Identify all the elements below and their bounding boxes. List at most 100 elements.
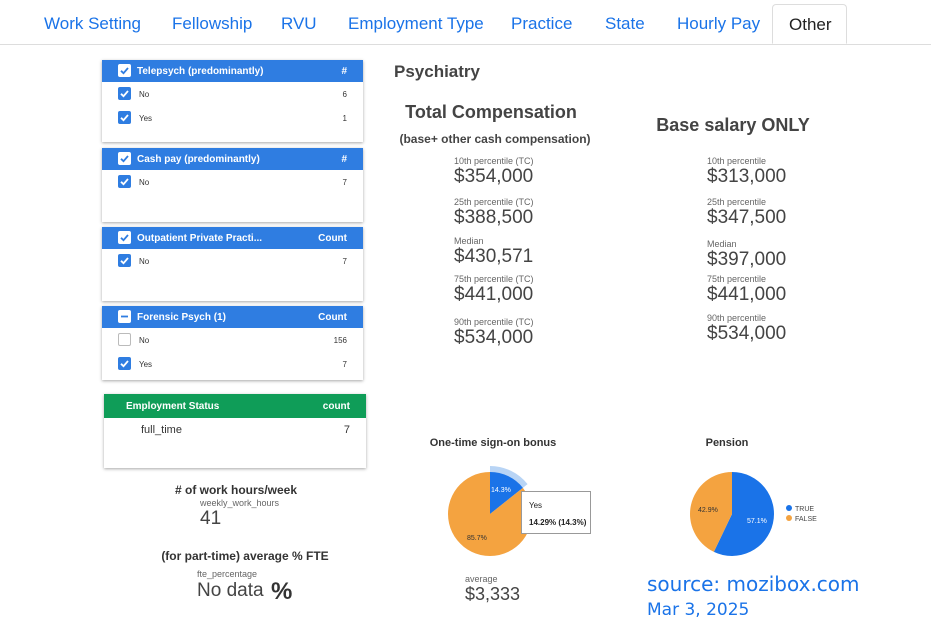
fte-title: (for part-time) average % FTE [161, 549, 329, 563]
fte-unit: % [271, 578, 293, 605]
base-salary-title: Base salary ONLY [656, 115, 810, 135]
bs-p25-label: 25th percentile [707, 197, 767, 207]
filter-title: Outpatient Private Practi... [137, 233, 263, 244]
pension-pie-chart: 57.1% 42.9% TRUE FALSE [690, 472, 817, 556]
row-count: 7 [342, 178, 347, 187]
select-all-checkbox[interactable] [118, 310, 131, 323]
signon-avg-label: average [465, 574, 498, 584]
checkbox[interactable] [118, 111, 131, 124]
tc-p25-value: $388,500 [454, 207, 534, 228]
tab-hourly-pay[interactable]: Hourly Pay [677, 14, 761, 33]
signon-pie-chart: 14.3% 85.7% [448, 466, 532, 556]
tab-other[interactable]: Other [772, 4, 847, 44]
filter-row[interactable]: Yes 1 [102, 106, 363, 130]
tab-rvu[interactable]: RVU [281, 14, 317, 33]
tc-p75-label: 75th percentile (TC) [454, 274, 534, 284]
checkbox[interactable] [118, 87, 131, 100]
tab-fellowship[interactable]: Fellowship [172, 14, 253, 33]
filter-header[interactable]: Forensic Psych (1) Count [102, 306, 363, 328]
specialty-title: Psychiatry [394, 62, 480, 81]
filter-forensic-psych: Forensic Psych (1) Count No 156 Yes 7 [102, 306, 363, 380]
pie-slice-no[interactable] [448, 472, 532, 556]
checkbox[interactable] [118, 254, 131, 267]
tc-p90-value: $534,000 [454, 327, 534, 348]
table-header[interactable]: Employment Status count [104, 394, 366, 418]
checkbox[interactable] [118, 175, 131, 188]
count-header: Count [318, 312, 347, 323]
signon-avg-value: $3,333 [465, 584, 521, 604]
tab-employment-type[interactable]: Employment Type [348, 14, 484, 33]
filter-header[interactable]: Cash pay (predominantly) # [102, 148, 363, 170]
tc-p75-value: $441,000 [454, 284, 534, 305]
legend-false-label: FALSE [795, 516, 817, 523]
tab-work-setting[interactable]: Work Setting [44, 14, 142, 33]
filter-title: Cash pay (predominantly) [137, 154, 260, 165]
pie-slice-false[interactable] [690, 472, 732, 552]
tab-practice[interactable]: Practice [511, 14, 573, 33]
column-header-count[interactable]: count [322, 401, 350, 412]
row-count: 1 [342, 114, 347, 123]
count-header: # [341, 66, 347, 77]
tc-median-value: $430,571 [454, 246, 534, 267]
fte-field: fte_percentage [197, 569, 258, 579]
source-date: Mar 3, 2025 [647, 600, 750, 620]
tc-p25-label: 25th percentile (TC) [454, 197, 534, 207]
tab-state[interactable]: State [605, 14, 645, 33]
filter-row[interactable]: Yes 7 [102, 352, 363, 376]
bs-median-value: $397,000 [707, 249, 787, 270]
fte-value: No data [197, 580, 264, 601]
pension-title: Pension [705, 437, 749, 449]
checkbox[interactable] [118, 357, 131, 370]
work-hours-value: 41 [200, 508, 222, 529]
row-label: No [139, 90, 150, 99]
select-all-checkbox[interactable] [118, 231, 131, 244]
checkbox[interactable] [118, 333, 131, 346]
source-text: source: mozibox.com [647, 572, 860, 596]
row-count: 156 [333, 336, 347, 345]
pie-slice-true[interactable] [713, 472, 774, 556]
row-count: 7 [343, 424, 350, 436]
bs-p25-value: $347,500 [707, 207, 787, 228]
select-all-checkbox[interactable] [118, 64, 131, 77]
tab-bar: Work Setting Fellowship RVU Employment T… [0, 0, 931, 45]
work-hours-title: # of work hours/week [174, 483, 298, 497]
pie-slice-label: 57.1% [747, 518, 767, 525]
row-label: No [139, 336, 150, 345]
tc-p10-value: $354,000 [454, 166, 534, 187]
bs-median-label: Median [707, 239, 737, 249]
row-label: Yes [139, 360, 153, 369]
row-count: 7 [342, 360, 347, 369]
tooltip-value: 14.29% (14.3%) [529, 518, 587, 527]
count-header: Count [318, 233, 347, 244]
pie-slice-label: 14.3% [491, 487, 511, 494]
filter-telepsych: Telepsych (predominantly) # No 6 Yes 1 [102, 60, 363, 142]
tc-median-label: Median [454, 236, 484, 246]
table-row[interactable]: full_time 7 [141, 424, 350, 436]
row-label: No [139, 178, 150, 187]
tc-p10-label: 10th percentile (TC) [454, 156, 534, 166]
filter-header[interactable]: Telepsych (predominantly) # [102, 60, 363, 82]
tooltip-label: Yes [529, 501, 543, 510]
row-count: 7 [342, 257, 347, 266]
filter-row[interactable]: No 6 [102, 82, 363, 106]
filter-row[interactable]: No 7 [102, 249, 363, 273]
bs-p10-value: $313,000 [707, 166, 787, 187]
select-all-checkbox[interactable] [118, 152, 131, 165]
pie-slice-label: 42.9% [698, 507, 718, 514]
work-hours-field: weekly_work_hours [200, 498, 280, 508]
filter-header[interactable]: Outpatient Private Practi... Count [102, 227, 363, 249]
chart-tooltip: Yes 14.29% (14.3%) [521, 491, 591, 534]
column-header-employment-status[interactable]: Employment Status [126, 401, 220, 412]
pie-slice-yes[interactable] [490, 472, 523, 514]
bs-p10-label: 10th percentile [707, 156, 767, 166]
legend-true-label: TRUE [795, 506, 814, 513]
filter-row[interactable]: No 7 [102, 170, 363, 194]
total-comp-title: Total Compensation [405, 102, 577, 122]
row-label: Yes [139, 114, 153, 123]
row-label: full_time [141, 424, 182, 436]
legend-true-swatch [786, 505, 792, 511]
count-header: # [341, 154, 347, 165]
filter-row[interactable]: No 156 [102, 328, 363, 352]
filter-outpatient-private-practice: Outpatient Private Practi... Count No 7 [102, 227, 363, 301]
bs-p75-value: $441,000 [707, 284, 787, 305]
